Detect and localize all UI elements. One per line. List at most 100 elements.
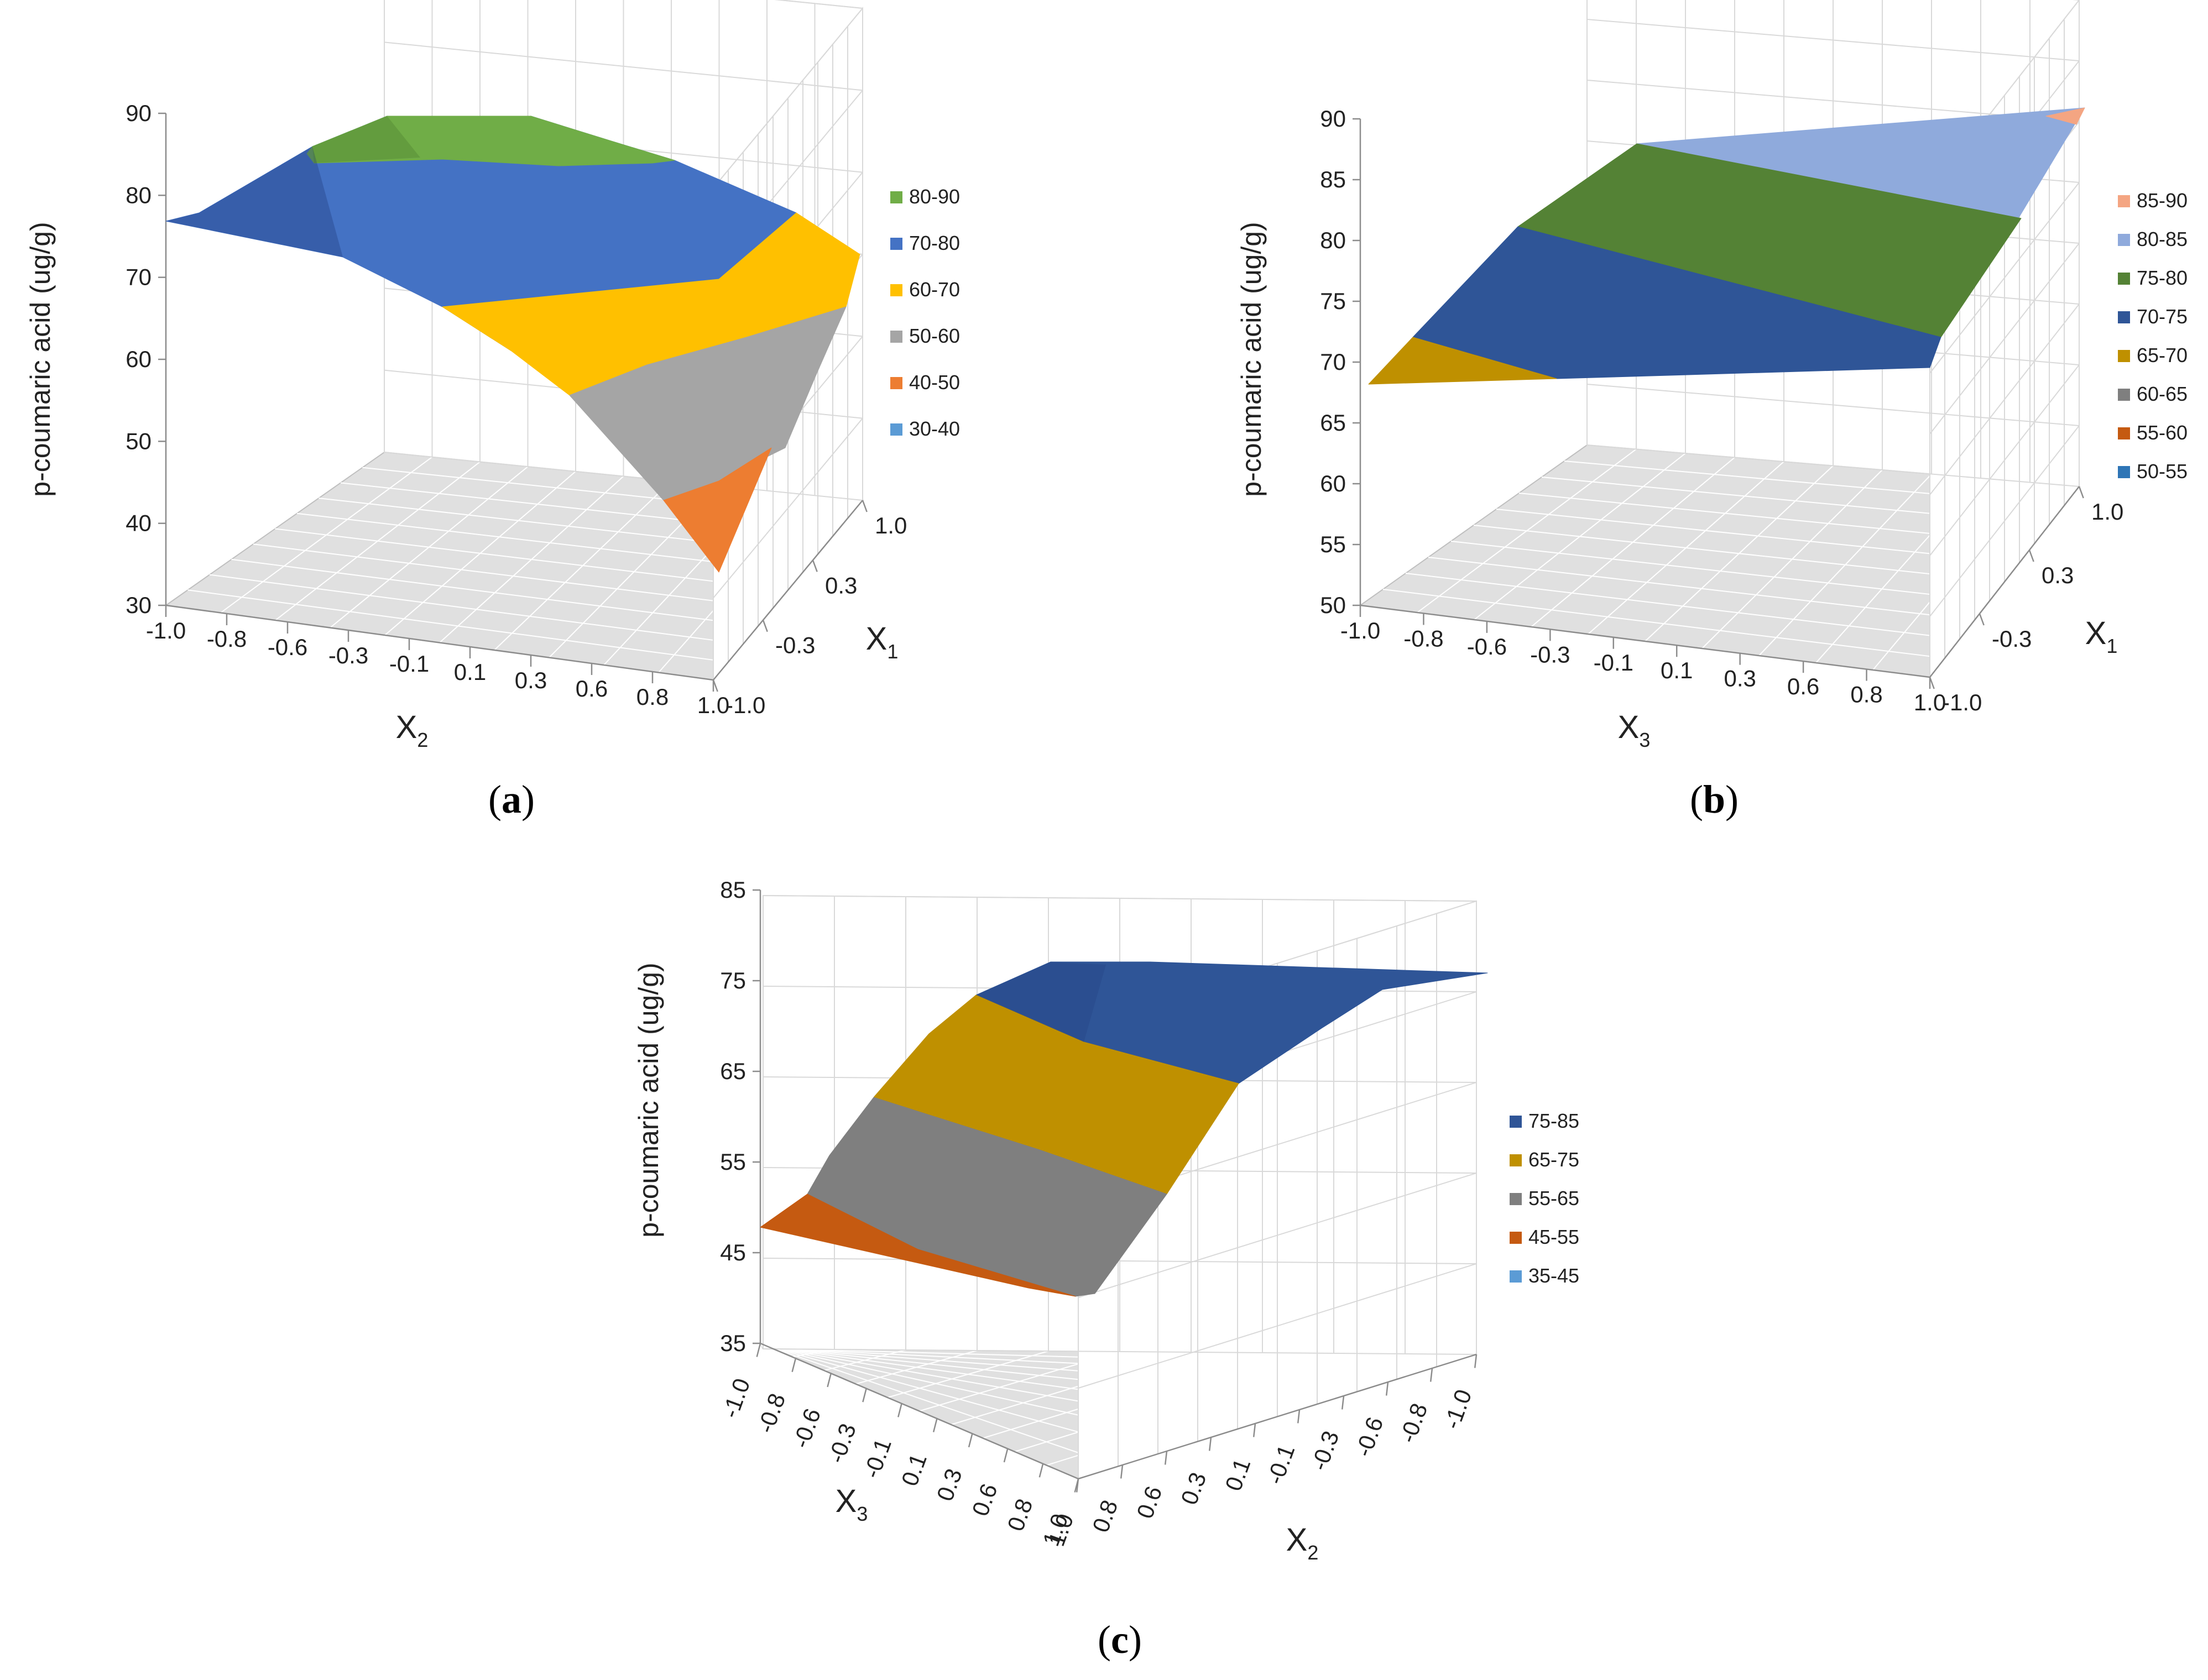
legend-label: 65-70 <box>2137 344 2188 367</box>
legend-swatch <box>2118 427 2130 439</box>
x-tick <box>968 1433 973 1448</box>
x-tick-label: 1.0 <box>1914 689 1946 715</box>
y-tick <box>1208 1437 1212 1451</box>
legend-label: 60-70 <box>909 278 960 301</box>
wall-grid-line <box>713 418 863 599</box>
wall-grid-line <box>1929 303 2080 495</box>
legend-swatch <box>2118 234 2130 246</box>
legend-label: 50-55 <box>2137 460 2188 483</box>
x-tick-label: -1.0 <box>1340 617 1380 643</box>
x-tick-label: -0.3 <box>1530 641 1570 667</box>
legend-label: 60-65 <box>2137 383 2188 405</box>
legend-label: 75-80 <box>2137 266 2188 289</box>
x-tick-label: -0.6 <box>1467 634 1507 660</box>
y-tick-label: -0.8 <box>1395 1400 1433 1446</box>
caption: (b) <box>1690 777 1739 821</box>
surface-band-40-50 <box>663 447 772 573</box>
x-tick-label: -0.1 <box>1594 650 1633 676</box>
legend-label: 75-85 <box>1528 1109 1579 1132</box>
y-tick <box>2028 549 2034 562</box>
y-tick-label: -0.3 <box>775 632 815 658</box>
z-tick-label: 65 <box>1320 410 1346 436</box>
x-tick-label: 0.1 <box>454 659 486 685</box>
y-tick <box>1474 1354 1478 1368</box>
x-tick-label: -0.3 <box>328 642 368 668</box>
y-tick-label: 0.3 <box>1176 1469 1211 1508</box>
x-tick-label: -0.8 <box>752 1390 790 1436</box>
z-tick-label: 35 <box>720 1330 746 1356</box>
z-tick-label: 80 <box>126 182 152 208</box>
x-tick-label: -0.6 <box>268 634 307 660</box>
legend-swatch <box>1510 1270 1522 1283</box>
legend-label: 80-85 <box>2137 228 2188 250</box>
z-tick-label: 65 <box>720 1058 746 1084</box>
wall-grid-line <box>1929 425 2080 617</box>
wall-grid-line <box>1929 364 2080 556</box>
x-tick-label: -0.1 <box>389 651 429 677</box>
x-tick-label: -1.0 <box>146 617 186 643</box>
x-tick <box>1003 1448 1009 1463</box>
y-tick-label: -0.3 <box>1306 1427 1344 1474</box>
wall-grid-line <box>384 41 863 91</box>
z-tick-label: 90 <box>126 100 152 126</box>
y-tick-label: 0.8 <box>1087 1496 1123 1536</box>
surface-band-70-75 <box>1412 226 1941 379</box>
x-tick-label: 0.1 <box>896 1450 932 1489</box>
x-tick <box>932 1418 938 1432</box>
y-axis-line <box>713 500 863 681</box>
y-tick <box>712 679 718 692</box>
wall-grid-line <box>713 8 863 189</box>
x-tick <box>1038 1463 1044 1478</box>
wall-grid-line <box>1078 1263 1477 1389</box>
z-tick-label: 30 <box>126 592 152 618</box>
legend-swatch <box>1510 1154 1522 1166</box>
z-tick-label: 80 <box>1320 227 1346 253</box>
y-tick <box>1076 1478 1079 1493</box>
y-tick-label: -0.6 <box>1350 1414 1389 1460</box>
x-tick-label: -0.1 <box>858 1435 896 1482</box>
x-axis-title: X3 <box>836 1483 868 1525</box>
legend-label: 40-50 <box>909 371 960 394</box>
x-tick <box>756 1343 761 1357</box>
x-tick-label: 0.6 <box>576 676 608 702</box>
y-tick-label: 0.1 <box>1220 1455 1255 1494</box>
legend-label: 30-40 <box>909 417 960 440</box>
wall-grid-line <box>1078 1173 1477 1298</box>
y-tick-label: -1.0 <box>725 692 765 718</box>
x-tick-label: 0.3 <box>1724 666 1756 692</box>
y-tick <box>1429 1368 1433 1382</box>
z-axis-title: p-coumaric acid (ug/g) <box>25 222 56 496</box>
floor-grid-line <box>275 528 789 591</box>
legend-label: 65-75 <box>1528 1148 1579 1171</box>
y-tick <box>1341 1395 1345 1410</box>
y-tick-label: -1.0 <box>1439 1386 1477 1432</box>
y-axis-title: X1 <box>866 621 899 663</box>
y-axis-title: X1 <box>2085 615 2118 657</box>
legend-label: 35-45 <box>1528 1264 1579 1287</box>
surface-shade <box>312 116 420 163</box>
surface-shade <box>166 146 343 257</box>
x-tick <box>897 1403 902 1417</box>
z-axis-title: p-coumaric acid (ug/g) <box>1236 222 1267 496</box>
legend-label: 45-55 <box>1528 1226 1579 1248</box>
z-tick-label: 50 <box>126 428 152 454</box>
z-tick-label: 75 <box>1320 288 1346 314</box>
wall-grid-line <box>763 895 1477 902</box>
chart-a: 30 40 50 60 70 80 90 -1.0 -0.8 -0.6 -0.3 -0.1 0.1 0.3… <box>25 0 960 821</box>
y-tick <box>1979 613 1985 626</box>
y-tick <box>1929 677 1935 689</box>
legend-swatch <box>2118 311 2130 323</box>
floor-grid-line <box>1701 469 1883 649</box>
x-axis-title: X3 <box>1618 709 1651 751</box>
y-tick-label: 0.3 <box>2042 562 2074 588</box>
y-tick <box>1297 1409 1301 1423</box>
y-tick-label: 0.3 <box>825 572 857 598</box>
legend-label: 70-75 <box>2137 305 2188 328</box>
z-tick-label: 55 <box>1320 531 1346 557</box>
legend-swatch <box>890 284 902 296</box>
legend-label: 55-60 <box>2137 421 2188 444</box>
wall-grid-line <box>384 452 863 501</box>
y-axis-title: X2 <box>1286 1522 1319 1564</box>
wall-grid-line <box>1586 384 2080 426</box>
